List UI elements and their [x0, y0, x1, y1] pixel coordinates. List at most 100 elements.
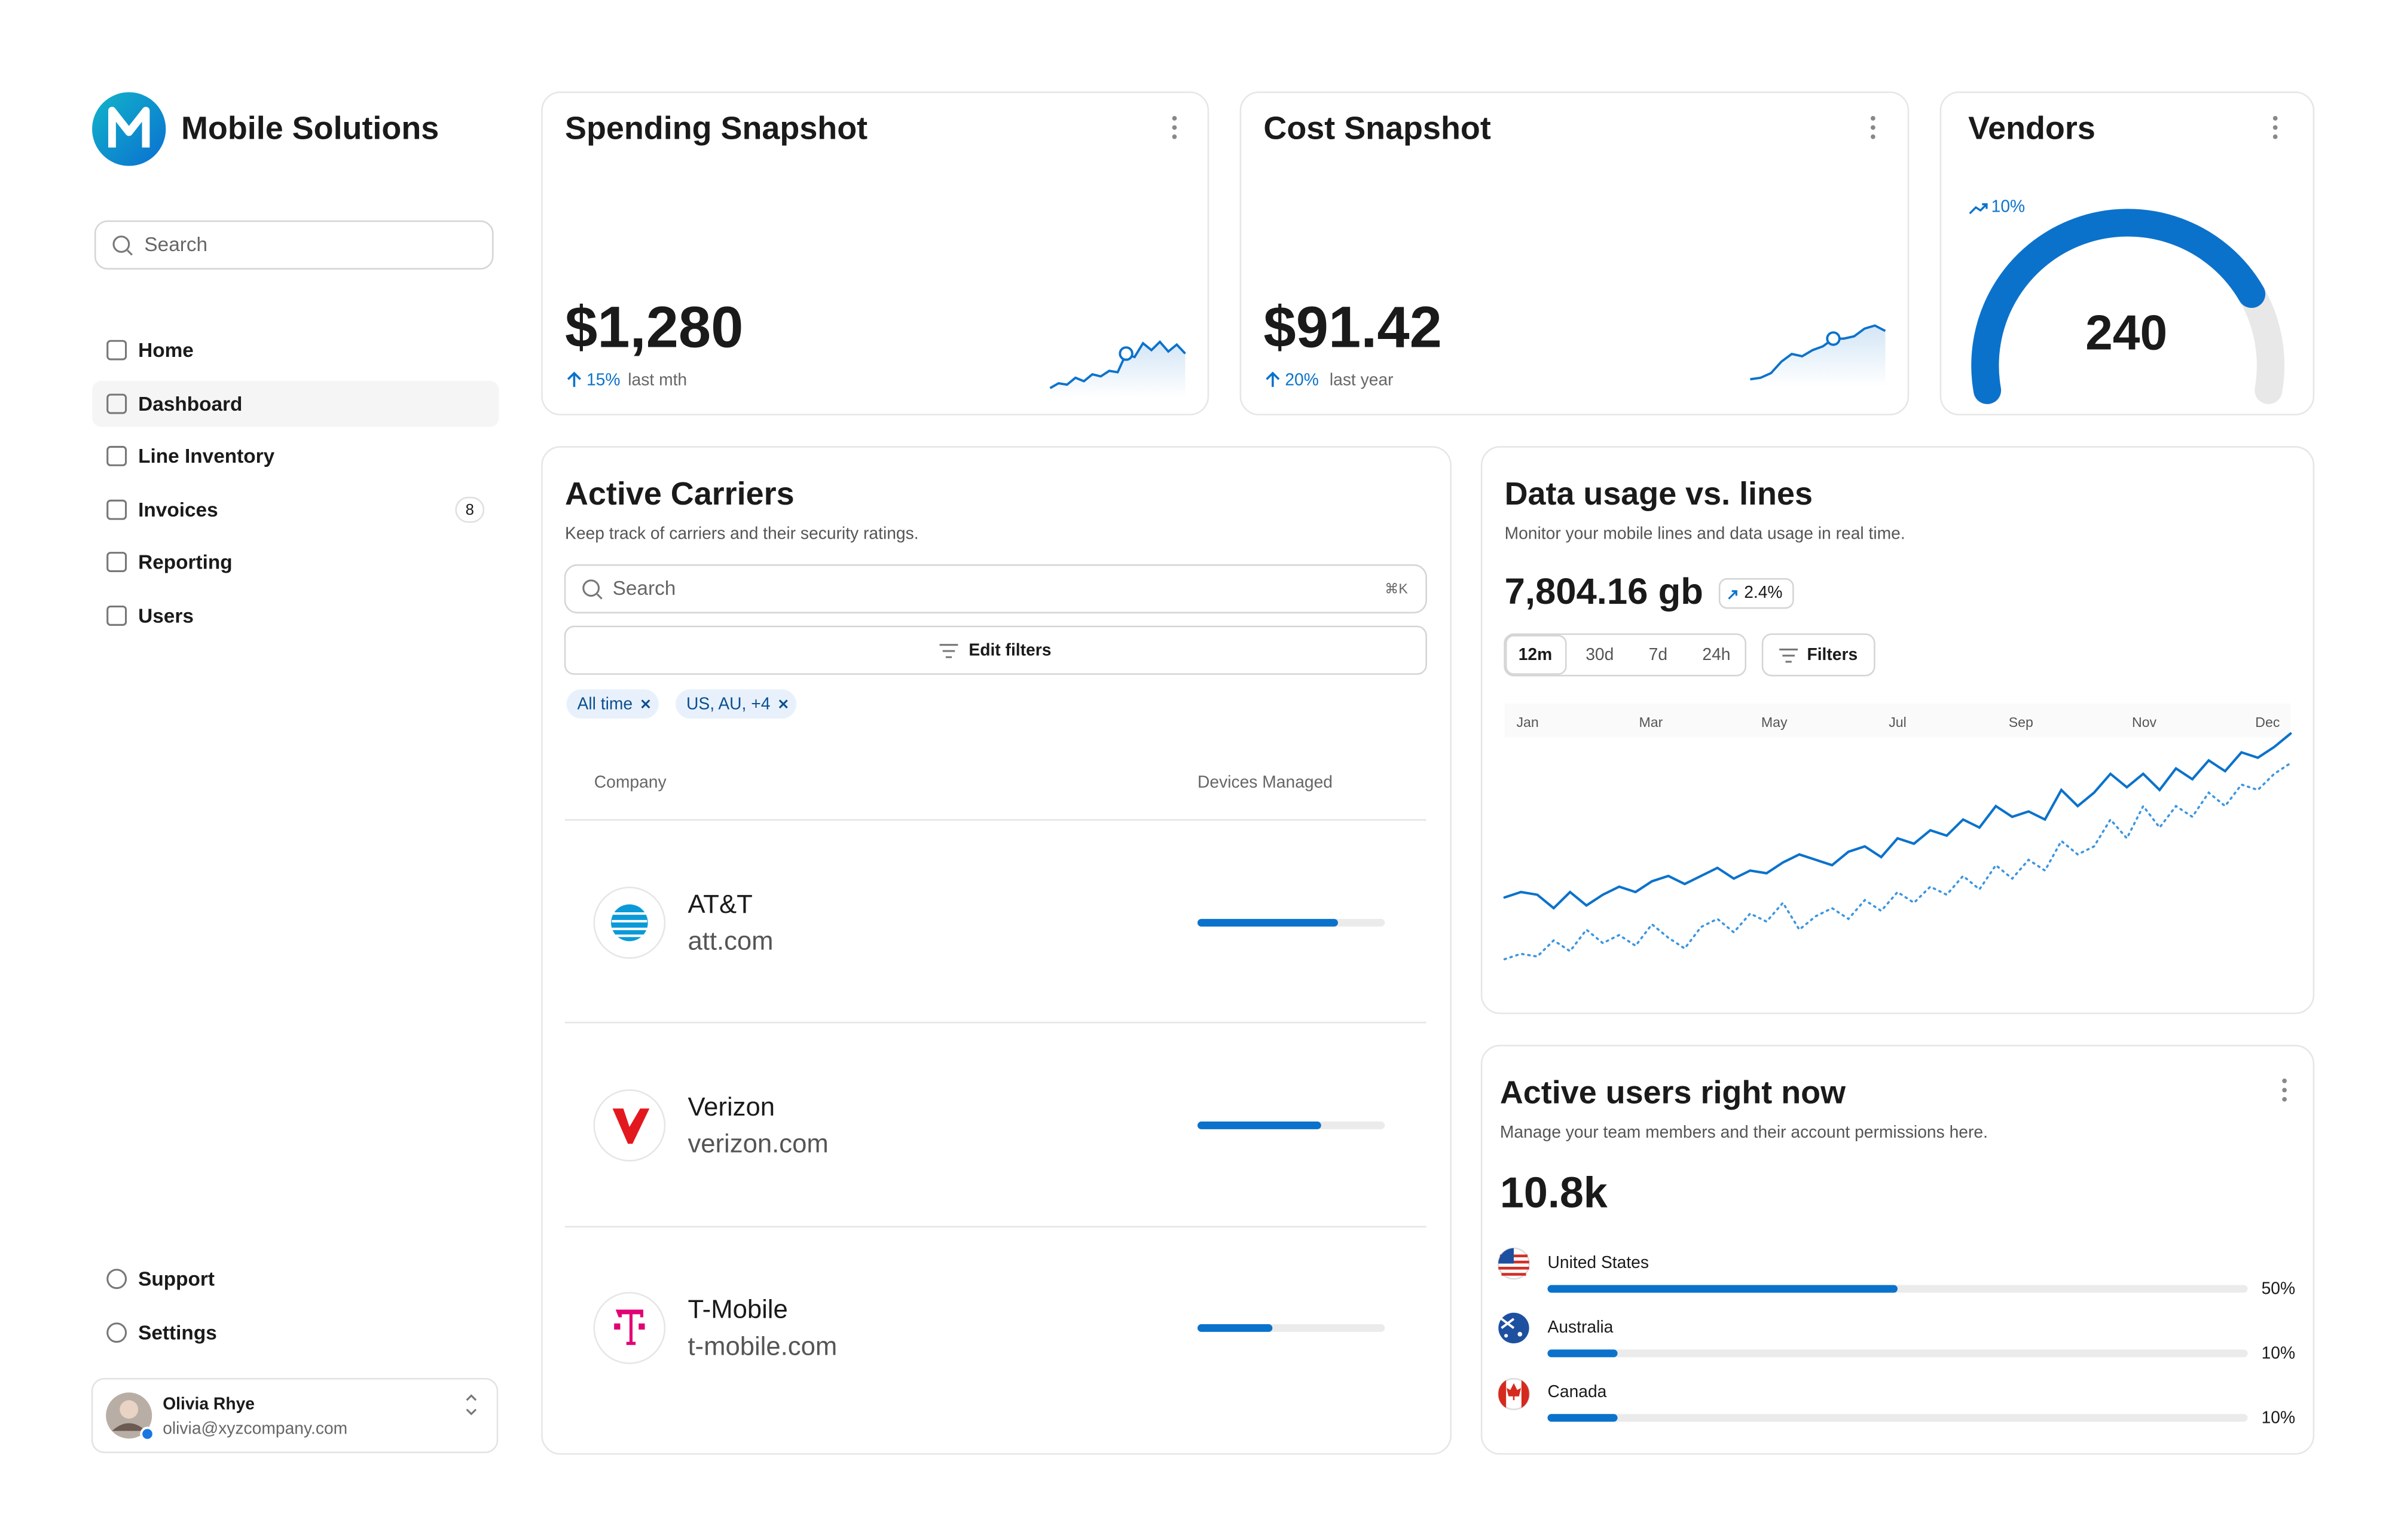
sparkline-area	[1050, 341, 1186, 398]
period: last mth	[628, 369, 687, 389]
country-name: Canada	[1547, 1382, 1606, 1401]
up-arrow	[567, 371, 581, 387]
nav-item[interactable]: Reporting	[106, 551, 233, 573]
sidebar-search[interactable]: Search	[94, 220, 494, 270]
x-tick-label: May	[1761, 714, 1788, 730]
change: 10%	[1991, 196, 2026, 215]
verizon-logo	[593, 1089, 666, 1162]
nav-icon	[106, 605, 127, 626]
menu[interactable]	[2282, 1078, 2287, 1102]
logo-mark	[108, 106, 150, 148]
nav-active-bg	[92, 381, 499, 427]
brand: Mobile Solutions	[181, 111, 439, 146]
user-email: olivia@xyzcompany.com	[163, 1418, 347, 1437]
flag-ca	[1498, 1377, 1530, 1410]
change-badge	[1718, 578, 1794, 609]
nav-item[interactable]: Home	[106, 340, 194, 362]
line-series	[1503, 732, 2292, 910]
nav-label: Line Inventory	[138, 445, 275, 468]
up-arrow	[1266, 371, 1280, 387]
badge	[455, 496, 485, 523]
month-band	[1504, 703, 2291, 737]
nav-label: Settings	[138, 1322, 217, 1345]
range-option[interactable]: 7d	[1649, 644, 1667, 664]
column-header: Company	[594, 772, 667, 791]
card-subtitle: Keep track of carriers and their securit…	[565, 523, 919, 542]
carrier-name: AT&T	[688, 890, 752, 919]
nav-item[interactable]: Users	[106, 605, 194, 627]
progress-track	[1547, 1349, 2248, 1358]
menu[interactable]	[1871, 116, 1875, 139]
user-name: Olivia Rhye	[163, 1394, 255, 1413]
nav-item[interactable]: Support	[106, 1269, 215, 1291]
nav-item[interactable]: Settings	[106, 1322, 217, 1345]
period: last year	[1330, 369, 1394, 389]
carrier-search[interactable]: Search ⌘K	[564, 564, 1427, 614]
column-header: Devices Managed	[1198, 772, 1333, 791]
nav-label: Invoices	[138, 499, 218, 521]
card-subtitle: Manage your team members and their accou…	[1500, 1122, 1988, 1141]
flag-us	[1498, 1247, 1530, 1280]
chip-close	[778, 699, 788, 709]
edit-filters-button[interactable]: Edit filters	[564, 625, 1427, 675]
progress-fill	[1547, 1414, 1618, 1422]
carrier-domain: t-mobile.com	[688, 1331, 837, 1361]
country-name: United States	[1547, 1252, 1649, 1272]
nav-item[interactable]: Invoices 8	[106, 496, 485, 523]
nav-icon	[106, 340, 127, 360]
nav-label: Users	[138, 605, 194, 627]
nav-icon	[106, 1269, 127, 1290]
chip-close	[641, 699, 650, 709]
nav-item[interactable]: Dashboard	[106, 393, 243, 415]
range-option[interactable]: 24h	[1702, 644, 1730, 664]
x-tick-label: Nov	[2132, 714, 2157, 730]
menu[interactable]	[2272, 116, 2278, 139]
filters-button[interactable]: Filters	[1761, 633, 1875, 677]
button-label: Edit filters	[969, 640, 1051, 659]
change: 15%	[586, 369, 621, 389]
user-card[interactable]: Olivia Rhye olivia@xyzcompany.com	[91, 1377, 499, 1453]
att-logo	[593, 887, 666, 959]
nav-icon	[106, 445, 127, 466]
chip-label: All time	[578, 693, 633, 713]
x-tick-label: Mar	[1639, 714, 1663, 730]
menu[interactable]	[1172, 116, 1177, 139]
trend-icon	[1728, 590, 1737, 600]
range-option[interactable]: 12m	[1519, 644, 1553, 664]
percent-label: 10%	[2262, 1407, 2296, 1426]
vendors-card	[1939, 91, 2315, 415]
x-tick-label: Dec	[2255, 714, 2280, 730]
range-option[interactable]: 30d	[1586, 644, 1614, 664]
nav-label: Home	[138, 340, 194, 362]
tmobile-logo	[593, 1292, 666, 1364]
card-title: Vendors	[1968, 111, 2095, 146]
sparkline	[1049, 340, 1186, 389]
spending-card	[541, 91, 1209, 415]
card-title: Cost Snapshot	[1263, 111, 1490, 146]
progress-track	[1547, 1414, 2248, 1422]
nav-icon	[106, 552, 127, 572]
filter-chip[interactable]: US, AU, +4	[676, 689, 797, 719]
sparkline-area	[1750, 325, 1886, 387]
carrier-domain: verizon.com	[688, 1129, 828, 1158]
gauge-fill	[1971, 209, 2266, 404]
progress-fill	[1198, 1122, 1321, 1129]
card-title: Spending Snapshot	[565, 111, 867, 146]
nav-label: Dashboard	[138, 393, 242, 415]
progress-fill	[1198, 919, 1338, 927]
sparkline-point	[1826, 331, 1841, 346]
nav-item[interactable]: Line Inventory	[106, 445, 275, 468]
cost-value: $91.42	[1263, 295, 1441, 360]
card-title: Data usage vs. lines	[1505, 476, 1813, 512]
country-name: Australia	[1547, 1317, 1613, 1336]
filter-chip[interactable]: All time	[566, 689, 659, 719]
range-selected	[1505, 635, 1567, 675]
progress-fill	[1198, 1324, 1273, 1332]
chip-label: US, AU, +4	[686, 693, 770, 713]
carrier-name: T-Mobile	[688, 1295, 787, 1324]
chip-bg	[566, 689, 659, 719]
change: 20%	[1285, 369, 1319, 389]
nav-icon	[106, 393, 127, 414]
spending-value: $1,280	[565, 295, 743, 360]
